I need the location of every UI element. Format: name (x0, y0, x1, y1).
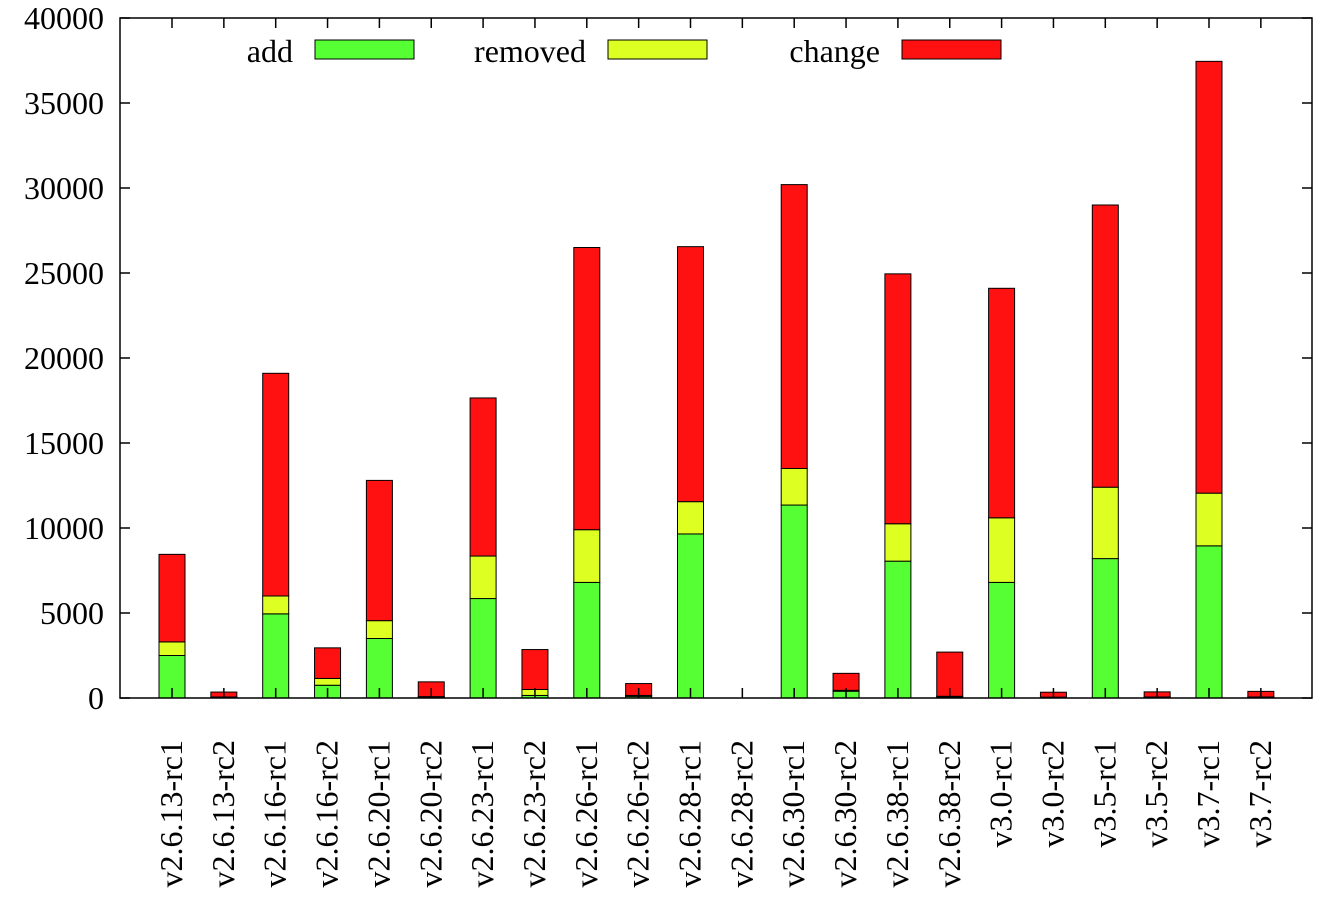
bar-segment-add (1091, 558, 1119, 699)
x-tick-label: v3.7-rc2 (1242, 740, 1278, 848)
legend-swatch-change (901, 39, 1002, 60)
y-axis: 0 5000 10000 15000 20000 25000 30000 35000 40000 (24, 0, 1312, 716)
bar-segment-add (677, 533, 704, 699)
bar-segment-add (1195, 545, 1223, 699)
bar-segment-change (573, 247, 601, 531)
x-tick-label: v2.6.38-rc1 (879, 740, 915, 888)
bar-segment-change (988, 287, 1016, 519)
bar-segment-removed (262, 595, 290, 615)
legend-swatch-add (314, 39, 415, 60)
y-tick-label: 0 (88, 680, 104, 716)
bar-segment-removed (158, 641, 186, 657)
x-tick-label: v3.5-rc1 (1086, 740, 1122, 848)
bar-segment-removed (1091, 486, 1119, 560)
bar-segment-add (884, 560, 912, 699)
x-tick-label: v2.6.23-rc2 (516, 740, 552, 888)
y-tick-label: 5000 (40, 595, 104, 631)
x-tick-label: v2.6.23-rc1 (464, 740, 500, 888)
bar-segment-add (262, 613, 290, 699)
legend-label-change: change (789, 33, 880, 69)
bar-segment-change (469, 397, 497, 557)
bar-segment-add (469, 598, 497, 699)
bar-segment-change (884, 273, 912, 525)
bar-segment-removed (314, 677, 342, 686)
bar-segment-removed (365, 620, 393, 640)
x-tick-label: v2.6.30-rc1 (775, 740, 811, 888)
x-tick-label: v2.6.26-rc2 (620, 740, 656, 888)
bar-segment-removed (1195, 492, 1223, 547)
y-tick-label: 35000 (24, 85, 104, 121)
bar-segment-change (314, 647, 342, 679)
plot-frame (119, 17, 1313, 699)
bar-segment-change (521, 649, 549, 690)
bar-segment-change (832, 672, 860, 691)
bar-segment-change (365, 479, 393, 622)
x-tick-label: v2.6.26-rc1 (568, 740, 604, 888)
bar-segment-add (573, 581, 601, 699)
x-tick-label: v3.0-rc2 (1034, 740, 1070, 848)
bar-segment-change (677, 246, 704, 503)
bar-segment-removed (988, 517, 1016, 583)
x-tick-label: v2.6.38-rc2 (931, 740, 967, 888)
x-axis: v2.6.13-rc1 v2.6.13-rc2 v2.6.16-rc1 v2.6.16… (153, 18, 1278, 888)
bar-segment-removed (884, 523, 912, 562)
bar-segment-add (780, 504, 808, 699)
legend-label-add: add (247, 33, 293, 69)
bar-segment-change (1195, 60, 1223, 494)
x-tick-label: v3.7-rc1 (1190, 740, 1226, 848)
bars-layer (158, 60, 1275, 699)
bar-segment-removed (469, 555, 497, 600)
bar-segment-removed (573, 529, 601, 583)
bar-segment-change (1091, 204, 1119, 488)
legend: add removed change (247, 33, 1002, 69)
bar-segment-change (262, 372, 290, 597)
y-tick-label: 20000 (24, 340, 104, 376)
legend-swatch-removed (607, 39, 708, 60)
y-tick-label: 15000 (24, 425, 104, 461)
x-tick-label: v2.6.13-rc1 (153, 740, 189, 888)
bar-segment-change (780, 184, 808, 469)
x-tick-label: v2.6.13-rc2 (205, 740, 241, 888)
bar-segment-change (158, 553, 186, 643)
x-tick-label: v2.6.16-rc1 (257, 740, 293, 888)
x-tick-label: v2.6.20-rc2 (412, 740, 448, 888)
bar-segment-removed (677, 501, 704, 535)
x-tick-label: v2.6.16-rc2 (309, 740, 345, 888)
y-tick-label: 25000 (24, 255, 104, 291)
x-tick-label: v2.6.28-rc2 (723, 740, 759, 888)
x-tick-label: v3.5-rc2 (1138, 740, 1174, 848)
x-tick-label: v2.6.28-rc1 (672, 740, 708, 888)
y-tick-label: 30000 (24, 170, 104, 206)
x-tick-label: v3.0-rc1 (983, 740, 1019, 848)
y-tick-label: 40000 (24, 0, 104, 36)
legend-label-removed: removed (474, 33, 586, 69)
bar-segment-removed (780, 468, 808, 506)
x-tick-label: v2.6.20-rc1 (360, 740, 396, 888)
bar-segment-add (988, 581, 1016, 699)
x-tick-label: v2.6.30-rc2 (827, 740, 863, 888)
y-tick-label: 10000 (24, 510, 104, 546)
